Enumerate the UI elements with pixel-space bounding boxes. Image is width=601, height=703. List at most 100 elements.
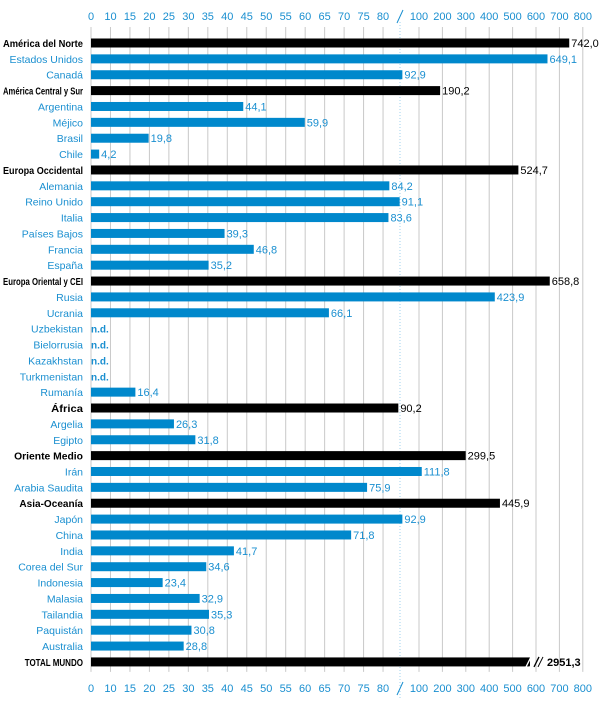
x-tick-label: 300	[457, 683, 475, 695]
row-label: Oriente Medio	[14, 452, 83, 463]
bar	[91, 54, 548, 64]
x-tick-label: 40	[221, 11, 233, 23]
bar	[91, 213, 389, 223]
row-label: Rumanía	[40, 387, 83, 399]
row-label: África	[51, 402, 83, 415]
row-label: Argelia	[50, 419, 83, 431]
row-label: América Central y Sur	[3, 87, 83, 98]
bar	[91, 101, 244, 111]
x-tick-label: 15	[124, 11, 136, 23]
x-tick-label: 75	[357, 11, 369, 23]
data-label: 524,7	[520, 165, 548, 177]
bar	[91, 435, 196, 445]
data-label: 34,6	[208, 562, 229, 574]
row-label: TOTAL MUNDO	[25, 658, 83, 669]
row-label: Kazakhstan	[28, 355, 83, 367]
data-label: 658,8	[552, 276, 580, 288]
bar	[91, 482, 368, 492]
bar	[91, 578, 163, 588]
row-label: Argentina	[38, 101, 83, 113]
row-label: Arabia Saudita	[14, 482, 83, 494]
row-label: Australia	[42, 641, 83, 653]
bars: América del Norte 742,0 Estados Unidos 649,…	[3, 38, 599, 669]
data-label: 190,2	[442, 86, 470, 98]
row-label: Rusia	[56, 292, 83, 304]
x-tick-label: 20	[143, 683, 155, 695]
x-tick-label: 0	[88, 683, 94, 695]
bar	[91, 593, 200, 603]
bar	[91, 403, 399, 413]
x-tick-label: 55	[280, 683, 292, 695]
x-tick-label: 300	[457, 11, 475, 23]
x-tick-label: 65	[319, 11, 331, 23]
data-label: 30,8	[193, 625, 214, 637]
row-label: Estados Unidos	[9, 54, 83, 66]
data-label: 111,8	[424, 466, 450, 478]
bar	[91, 562, 207, 572]
bar	[91, 419, 174, 429]
data-label: 35,3	[211, 609, 232, 621]
row-label: Brasil	[57, 133, 83, 145]
data-label: 90,2	[400, 403, 421, 415]
x-tick-label: 30	[182, 11, 194, 23]
data-label: 445,9	[502, 498, 530, 510]
x-tick-label: 10	[104, 683, 116, 695]
row-label: Irán	[65, 466, 83, 478]
data-label: 35,2	[211, 260, 232, 272]
bar	[91, 641, 184, 651]
row-label: Bielorrusia	[33, 340, 83, 352]
data-label: 28,8	[186, 641, 207, 653]
row-label: Asia-Oceanía	[19, 499, 83, 510]
break-mark-icon	[529, 656, 536, 668]
row-label: Egipto	[53, 435, 83, 447]
x-tick-label: 25	[163, 11, 175, 23]
x-tick-label: 60	[299, 683, 311, 695]
not-available-label: n.d.	[91, 325, 109, 336]
data-label: 32,9	[202, 593, 223, 605]
bar	[91, 260, 209, 270]
row-label: Chile	[59, 149, 83, 161]
data-label: 31,8	[197, 435, 218, 447]
row-label: Europa Oriental y CEI	[3, 277, 83, 288]
x-tick-label: 400	[480, 683, 498, 695]
row-label: Méjico	[53, 117, 84, 129]
row-label: Tailandia	[42, 609, 84, 621]
row-label: Francia	[48, 244, 83, 256]
row-label: Corea del Sur	[18, 562, 83, 574]
bar	[91, 657, 530, 667]
x-axis-bottom: 0 10 15 20 25 30 35 40 45 50 55 60 65 70 75 80 100 200 300…	[88, 683, 592, 695]
x-tick-label: 80	[377, 11, 389, 23]
data-label: 41,7	[236, 546, 257, 558]
bar	[91, 546, 234, 556]
row-label: Japón	[54, 514, 83, 526]
bar	[91, 70, 403, 80]
x-tick-label: 600	[527, 683, 545, 695]
data-label: 2951,3	[547, 657, 581, 669]
data-label: 4,2	[101, 149, 116, 161]
data-label: 44,1	[245, 101, 266, 113]
x-tick-label: 15	[124, 683, 136, 695]
x-tick-label: 400	[480, 11, 498, 23]
x-tick-label: 60	[299, 11, 311, 23]
bar	[91, 451, 466, 461]
bar	[91, 530, 352, 540]
x-tick-label: 40	[221, 683, 233, 695]
row-label: Turkmenistan	[20, 371, 83, 383]
x-tick-label: 25	[163, 683, 175, 695]
bar	[91, 276, 550, 286]
row-label: Alemania	[39, 181, 83, 193]
bar	[91, 117, 305, 127]
data-label: 26,3	[176, 419, 197, 431]
x-tick-label: 80	[377, 683, 389, 695]
bar	[91, 165, 519, 175]
bar	[91, 609, 209, 619]
bar	[91, 228, 225, 238]
bar	[91, 308, 329, 318]
row-label: España	[47, 260, 83, 272]
data-label: 23,4	[165, 578, 186, 590]
x-tick-label: 70	[338, 683, 350, 695]
row-label: Ucrania	[47, 308, 83, 320]
axis-break-icon	[396, 9, 404, 24]
data-label: 83,6	[390, 213, 411, 225]
row-label: Canadá	[46, 70, 83, 82]
